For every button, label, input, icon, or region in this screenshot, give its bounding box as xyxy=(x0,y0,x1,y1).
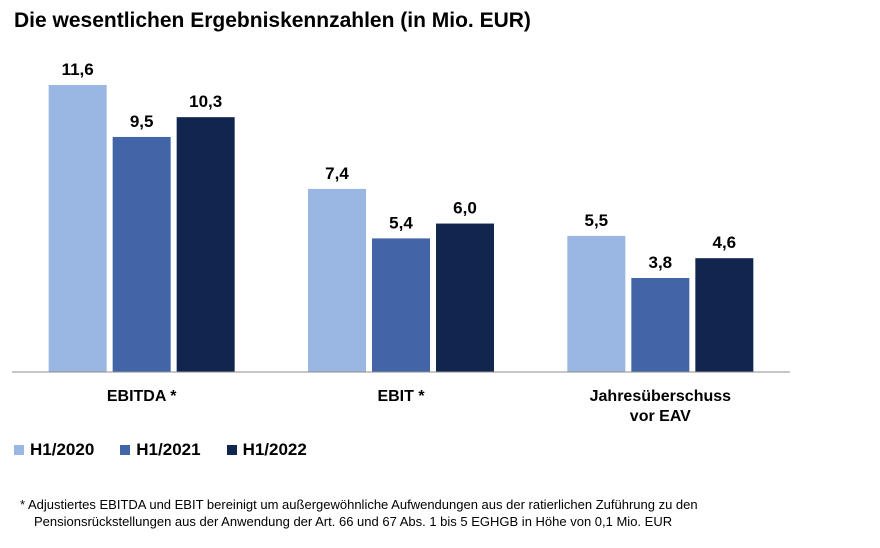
legend-item-h1-2021: H1/2021 xyxy=(120,440,201,460)
category-label-ebitda: EBITDA * xyxy=(107,388,177,405)
legend-swatch-h1-2021 xyxy=(120,445,131,455)
legend-item-h1-2020: H1/2020 xyxy=(14,440,94,460)
bar-h1-2022-ebitda xyxy=(176,117,235,373)
bar-h1-2021-ebitda xyxy=(112,136,171,372)
bar-h1-2020-ebitda xyxy=(48,85,107,372)
data-label-h1-2021-ebitda: 9,5 xyxy=(130,112,154,131)
legend: H1/2020 H1/2021 H1/2022 xyxy=(14,440,333,460)
data-label-h1-2020-jahres-berschuss-vor-eav: 5,5 xyxy=(585,211,609,230)
data-label-h1-2022-ebit: 6,0 xyxy=(453,199,477,218)
data-label-h1-2021-ebit: 5,4 xyxy=(389,213,413,232)
data-label-h1-2021-jahres-berschuss-vor-eav: 3,8 xyxy=(649,253,673,272)
data-label-h1-2020-ebitda: 11,6 xyxy=(62,60,94,79)
category-label-jahres-berschuss-vor-eav: Jahresüberschuss vor EAV xyxy=(590,388,732,425)
footnote-line-2: Pensionsrückstellungen aus der Anwendung… xyxy=(34,514,673,529)
legend-swatch-h1-2020 xyxy=(14,445,24,455)
footnote-line-1: * Adjustiertes EBITDA und EBIT bereinigt… xyxy=(20,497,698,512)
bar-h1-2020-jahres-berschuss-vor-eav xyxy=(567,235,626,372)
footnote: * Adjustiertes EBITDA und EBIT bereinigt… xyxy=(20,496,698,530)
bar-h1-2022-jahres-berschuss-vor-eav xyxy=(695,258,754,372)
legend-label-h1-2020: H1/2020 xyxy=(30,440,95,459)
bar-h1-2021-jahres-berschuss-vor-eav xyxy=(631,277,690,372)
legend-label-h1-2021: H1/2021 xyxy=(136,440,201,459)
legend-label-h1-2022: H1/2022 xyxy=(242,440,307,459)
bar-h1-2021-ebit xyxy=(372,238,430,372)
bar-h1-2022-ebit xyxy=(436,223,494,372)
bar-chart: 11,6 9,5 10,3 EBITDA * 7,4 5,4 6,0 EBIT * 5,5 3,8… xyxy=(12,60,790,425)
data-label-h1-2020-ebit: 7,4 xyxy=(325,164,349,183)
legend-swatch-h1-2022 xyxy=(226,445,237,455)
legend-item-h1-2022: H1/2022 xyxy=(226,440,307,460)
data-label-h1-2022-ebitda: 10,3 xyxy=(189,92,222,111)
category-label-ebit: EBIT * xyxy=(377,388,425,405)
data-label-h1-2022-jahres-berschuss-vor-eav: 4,6 xyxy=(713,233,737,252)
chart-title: Die wesentlichen Ergebniskennzahlen (in … xyxy=(14,9,531,32)
bar-h1-2020-ebit xyxy=(308,188,366,372)
